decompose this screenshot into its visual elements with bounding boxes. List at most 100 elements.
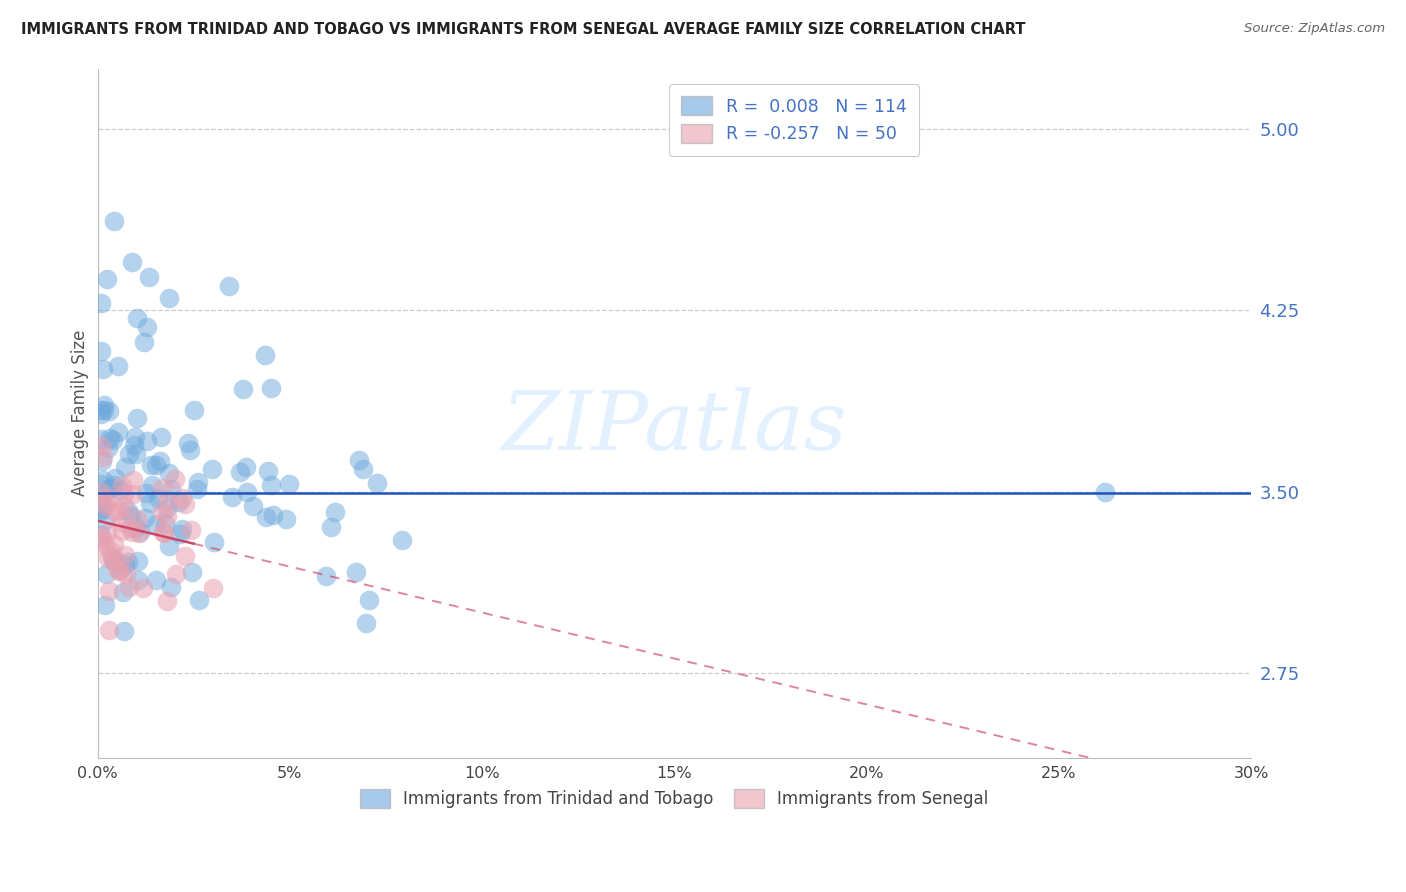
Point: [187, 593, 209, 607]
Point: [103, 477, 125, 491]
Point: [315, 569, 337, 583]
Point: [90, 498, 112, 512]
Point: [110, 515, 132, 529]
Point: [111, 524, 134, 539]
Point: [91, 473, 114, 487]
Point: [112, 624, 135, 638]
Point: [202, 535, 225, 549]
Point: [260, 478, 283, 492]
Point: [183, 403, 205, 417]
Point: [127, 310, 149, 325]
Point: [262, 508, 284, 522]
Point: [170, 522, 193, 536]
Point: [157, 539, 180, 553]
Point: [165, 567, 187, 582]
Point: [150, 481, 173, 495]
Point: [134, 510, 156, 524]
Point: [90, 504, 112, 518]
Point: [278, 477, 301, 491]
Point: [120, 521, 142, 535]
Point: [121, 474, 143, 488]
Point: [93, 539, 115, 553]
Point: [125, 519, 148, 533]
Point: [122, 487, 145, 501]
Point: [235, 459, 257, 474]
Point: [344, 565, 367, 579]
Point: [257, 464, 280, 478]
Point: [179, 443, 201, 458]
Point: [90, 344, 112, 359]
Point: [122, 438, 145, 452]
Point: [90, 498, 112, 512]
Point: [112, 487, 135, 501]
Point: [97, 583, 120, 598]
Point: [201, 581, 224, 595]
Text: Source: ZipAtlas.com: Source: ZipAtlas.com: [1244, 22, 1385, 36]
Point: [104, 471, 127, 485]
Point: [118, 446, 141, 460]
Point: [136, 434, 159, 449]
Point: [96, 491, 118, 505]
Point: [114, 548, 136, 562]
Point: [90, 454, 112, 468]
Point: [254, 509, 277, 524]
Point: [94, 567, 117, 582]
Point: [90, 531, 112, 545]
Point: [94, 496, 117, 510]
Point: [90, 477, 112, 491]
Point: [90, 484, 112, 499]
Point: [111, 585, 134, 599]
Point: [157, 291, 180, 305]
Point: [107, 359, 129, 373]
Point: [159, 581, 181, 595]
Point: [96, 525, 118, 540]
Point: [135, 320, 157, 334]
Point: [232, 382, 254, 396]
Point: [347, 453, 370, 467]
Point: [125, 410, 148, 425]
Point: [132, 582, 155, 596]
Point: [114, 459, 136, 474]
Point: [145, 458, 167, 473]
Point: [100, 544, 122, 558]
Point: [135, 486, 157, 500]
Point: [139, 458, 162, 472]
Point: [260, 381, 283, 395]
Point: [93, 450, 115, 464]
Point: [121, 255, 143, 269]
Point: [93, 513, 115, 527]
Point: [100, 481, 122, 495]
Point: [391, 533, 413, 547]
Point: [177, 436, 200, 450]
Point: [117, 504, 139, 518]
Point: [93, 402, 115, 417]
Point: [359, 593, 381, 607]
Point: [111, 479, 134, 493]
Point: [156, 509, 179, 524]
Point: [145, 516, 167, 531]
Legend: Immigrants from Trinidad and Tobago, Immigrants from Senegal: Immigrants from Trinidad and Tobago, Imm…: [353, 783, 995, 814]
Point: [150, 430, 173, 444]
Text: IMMIGRANTS FROM TRINIDAD AND TOBAGO VS IMMIGRANTS FROM SENEGAL AVERAGE FAMILY SI: IMMIGRANTS FROM TRINIDAD AND TOBAGO VS I…: [21, 22, 1025, 37]
Point: [153, 516, 176, 531]
Point: [107, 563, 129, 577]
Point: [110, 483, 132, 498]
Point: [128, 526, 150, 541]
Point: [128, 524, 150, 539]
Point: [90, 296, 112, 310]
Point: [127, 573, 149, 587]
Point: [1094, 484, 1116, 499]
Point: [90, 528, 112, 542]
Point: [180, 523, 202, 537]
Point: [149, 454, 172, 468]
Point: [157, 494, 180, 508]
Point: [90, 439, 112, 453]
Point: [96, 272, 118, 286]
Point: [163, 472, 186, 486]
Point: [145, 574, 167, 588]
Point: [236, 485, 259, 500]
Y-axis label: Average Family Size: Average Family Size: [72, 330, 89, 496]
Point: [274, 511, 297, 525]
Point: [121, 508, 143, 523]
Point: [103, 537, 125, 551]
